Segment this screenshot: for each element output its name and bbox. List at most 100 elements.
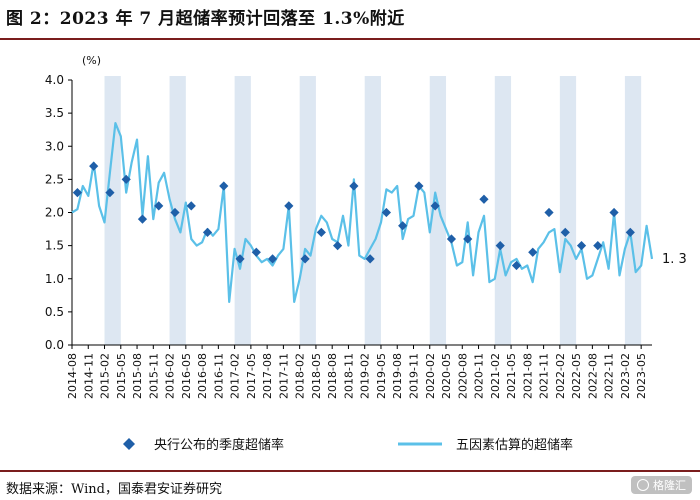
- legend-item-estimate: 五因素估算的超储率: [398, 434, 573, 453]
- legend-item-quarterly: 央行公布的季度超储率: [122, 434, 284, 453]
- quarterly-point-3: [121, 174, 131, 184]
- shaded-period-6: [494, 76, 512, 345]
- x-tick-label-11: 2017-05: [245, 353, 258, 399]
- series-line-estimate: [71, 122, 654, 303]
- x-tick-label-21: 2019-11: [407, 353, 420, 399]
- y-tick-label-2: 1.0: [45, 272, 64, 286]
- x-tick-label-20: 2019-08: [391, 353, 404, 399]
- y-tick-label-3: 1.5: [45, 239, 64, 253]
- quarterly-point-11: [251, 247, 261, 257]
- y-tick-label-1: 0.5: [45, 305, 64, 319]
- x-tick-label-16: 2018-08: [326, 353, 339, 399]
- quarterly-point-19: [381, 207, 391, 218]
- x-tick-label-1: 2014-11: [82, 353, 95, 399]
- legend: 央行公布的季度超储率 五因素估算的超储率: [0, 434, 700, 454]
- quarterly-point-33: [609, 207, 619, 218]
- quarterly-point-21: [414, 181, 424, 191]
- shaded-period-8: [624, 76, 642, 345]
- x-tick-label-31: 2022-05: [570, 353, 583, 399]
- watermark-logo-icon: [637, 479, 649, 491]
- y-tick-label-5: 2.5: [45, 172, 64, 186]
- y-tick-label-6: 3.0: [45, 139, 64, 153]
- quarterly-point-1: [89, 161, 99, 171]
- watermark-text: 格隆汇: [653, 479, 686, 492]
- x-tick-label-0: 2014-08: [66, 353, 79, 399]
- y-tick-label-7: 3.5: [45, 106, 64, 120]
- quarterly-point-24: [463, 234, 473, 244]
- x-tick-label-26: 2021-02: [489, 353, 502, 399]
- title-divider: [0, 38, 700, 40]
- quarterly-point-0: [72, 188, 83, 198]
- x-tick-label-22: 2020-02: [424, 353, 437, 399]
- y-tick-label-8: 4.0: [45, 73, 64, 87]
- quarterly-point-5: [154, 201, 164, 211]
- x-tick-label-29: 2021-11: [538, 353, 551, 399]
- quarterly-point-17: [349, 181, 359, 191]
- quarterly-point-18: [365, 254, 375, 264]
- legend-line-marker: [398, 442, 442, 445]
- quarterly-point-12: [267, 254, 278, 264]
- x-tick-label-5: 2015-11: [147, 353, 160, 399]
- quarterly-point-13: [284, 201, 294, 211]
- legend-label-quarterly: 央行公布的季度超储率: [154, 438, 285, 453]
- y-axis-unit: (%): [82, 54, 101, 67]
- x-tick-label-35: 2023-05: [635, 353, 648, 399]
- x-tick-label-13: 2017-11: [277, 353, 290, 399]
- shaded-period-3: [299, 76, 316, 345]
- x-tick-label-3: 2015-05: [115, 353, 128, 399]
- quarterly-point-23: [446, 234, 457, 244]
- y-tick-label-0: 0.0: [45, 338, 64, 352]
- x-tick-label-15: 2018-05: [310, 353, 323, 399]
- quarterly-point-15: [316, 227, 326, 237]
- x-tick-label-24: 2020-08: [456, 353, 469, 399]
- end-value-annotation: 1. 3: [662, 252, 687, 267]
- shaded-period-1: [169, 76, 186, 345]
- x-tick-label-12: 2017-08: [261, 353, 274, 399]
- shaded-period-4: [364, 76, 381, 345]
- quarterly-point-22: [430, 201, 440, 211]
- quarterly-point-7: [186, 201, 196, 211]
- chart-title: 图 2：2023 年 7 月超储率预计回落至 1.3%附近: [6, 9, 405, 29]
- quarterly-point-26: [495, 241, 505, 251]
- x-tick-label-14: 2018-02: [294, 353, 307, 399]
- x-tick-label-18: 2019-02: [359, 353, 372, 399]
- x-tick-label-32: 2022-08: [586, 353, 599, 399]
- x-tick-label-33: 2022-11: [603, 353, 616, 399]
- quarterly-point-31: [576, 241, 587, 251]
- x-tick-label-28: 2021-08: [521, 353, 534, 399]
- x-tick-label-17: 2018-11: [342, 353, 355, 399]
- quarterly-point-16: [333, 241, 343, 251]
- x-tick-label-2: 2015-02: [99, 353, 112, 399]
- x-tick-label-10: 2017-02: [229, 353, 242, 399]
- x-tick-label-30: 2022-02: [554, 353, 567, 399]
- data-source: 数据来源：Wind，国泰君安证券研究: [6, 482, 222, 497]
- legend-diamond-marker: [123, 437, 135, 450]
- x-tick-label-6: 2016-02: [164, 353, 177, 399]
- quarterly-point-2: [105, 188, 115, 198]
- x-tick-label-7: 2016-05: [180, 353, 193, 399]
- x-tick-label-9: 2016-11: [212, 353, 225, 399]
- quarterly-point-25: [479, 194, 489, 204]
- x-tick-label-8: 2016-08: [196, 353, 209, 399]
- shaded-period-0: [104, 76, 121, 345]
- quarterly-point-9: [219, 181, 229, 191]
- quarterly-point-27: [511, 260, 522, 271]
- quarterly-point-6: [170, 207, 180, 218]
- quarterly-point-30: [560, 227, 570, 237]
- shaded-period-5: [429, 76, 447, 345]
- x-tick-label-23: 2020-05: [440, 353, 453, 399]
- reserve-ratio-chart: 0.00.51.01.52.02.53.03.54.0(%)2014-08 201…: [45, 54, 687, 399]
- quarterly-point-4: [137, 214, 148, 224]
- watermark: 格隆汇: [631, 476, 692, 494]
- quarterly-point-10: [235, 254, 245, 264]
- x-tick-label-27: 2021-05: [505, 353, 518, 399]
- chart-area: 0.0 0.5 1.0 1.5 2.0 2.5 3.0 3.5 4.0 (%) 2014-08 201…: [0, 42, 700, 442]
- shaded-period-7: [559, 76, 577, 345]
- quarterly-point-20: [398, 221, 408, 231]
- x-tick-label-19: 2019-05: [375, 353, 388, 399]
- y-tick-label-4: 2.0: [45, 206, 64, 220]
- quarterly-point-8: [202, 227, 213, 237]
- quarterly-point-29: [544, 207, 554, 218]
- footer-divider: [0, 470, 700, 472]
- x-tick-label-34: 2023-02: [619, 353, 632, 399]
